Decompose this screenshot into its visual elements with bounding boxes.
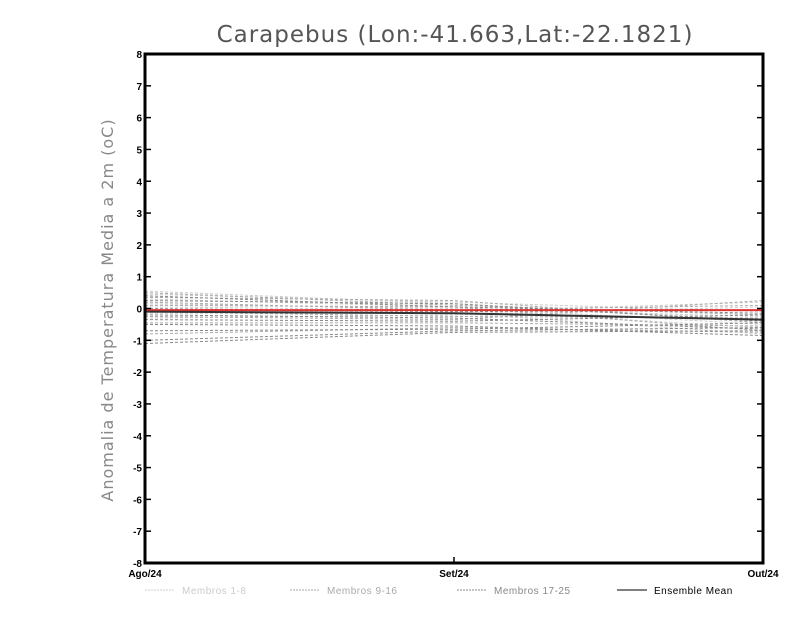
member-line-members-17-25: [144, 300, 764, 322]
y-tick-label: -5: [133, 464, 142, 475]
y-tick-label: -6: [133, 495, 142, 506]
y-tick-label: 5: [136, 145, 142, 156]
y-tick-label: 6: [136, 114, 142, 125]
y-tick-label: -8: [133, 559, 142, 570]
x-tick-label: Ago/24: [128, 569, 162, 580]
y-tick-label: -2: [133, 368, 142, 379]
member-line-members-1-8: [144, 301, 764, 313]
member-line-members-1-8: [144, 306, 764, 329]
y-tick-label: -1: [133, 336, 142, 347]
legend-item: Membros 1-8: [145, 586, 246, 597]
y-tick-label: -3: [133, 400, 142, 411]
member-line-members-1-8: [144, 293, 764, 313]
y-tick-label: 0: [136, 305, 142, 316]
member-line-members-17-25: [144, 322, 764, 332]
x-tick-label: Out/24: [747, 569, 779, 580]
y-tick-label: 1: [136, 273, 142, 284]
legend-label: Membros 9-16: [327, 586, 397, 597]
y-tick-label: 2: [136, 241, 142, 252]
y-tick-label: -4: [133, 432, 142, 443]
legend: Membros 1-8 Membros 9-16 Membros 17-25 Ense…: [145, 586, 733, 597]
member-line-members-9-16: [144, 300, 764, 321]
member-line-members-17-25: [144, 327, 764, 341]
member-line-members-1-8: [144, 298, 764, 325]
member-line-members-17-25: [144, 314, 764, 330]
member-line-members-17-25: [144, 295, 764, 314]
member-line-members-1-8: [145, 312, 764, 335]
member-line-members-17-25: [144, 330, 764, 344]
ticks-layer: -8 -7 -6 -5 -4 -3 -2 -1 0 1 2 3 4 5 6 7 8 Ago/24 Set/24 Out…: [128, 50, 779, 580]
member-line-members-1-8: [144, 290, 764, 321]
legend-item: Membros 17-25: [457, 586, 571, 597]
legend-item: Membros 9-16: [290, 586, 397, 597]
member-line-members-17-25: [144, 323, 764, 337]
legend-label: Ensemble Mean: [654, 586, 733, 597]
y-tick-label: -7: [133, 527, 142, 538]
legend-label: Membros 17-25: [494, 586, 571, 597]
ensemble-mean-line: [144, 310, 764, 321]
y-tick-label: 8: [136, 50, 142, 61]
member-line-members-9-16: [144, 304, 764, 332]
legend-item: Ensemble Mean: [617, 586, 733, 597]
member-line-members-9-16: [144, 292, 764, 316]
legend-label: Membros 1-8: [182, 586, 246, 597]
y-axis-label: Anomalia de Temperatura Media a 2m (oC): [98, 118, 117, 501]
y-tick-label: 4: [136, 177, 142, 188]
chart-title: Carapebus (Lon:-41.663,Lat:-22.1821): [217, 22, 694, 48]
member-line-members-9-16: [144, 327, 764, 335]
series-layer: [144, 290, 764, 344]
member-line-members-1-8: [144, 303, 764, 317]
x-tick-label: Set/24: [439, 569, 469, 580]
y-tick-label: 3: [136, 209, 142, 220]
y-tick-label: 7: [136, 82, 142, 93]
